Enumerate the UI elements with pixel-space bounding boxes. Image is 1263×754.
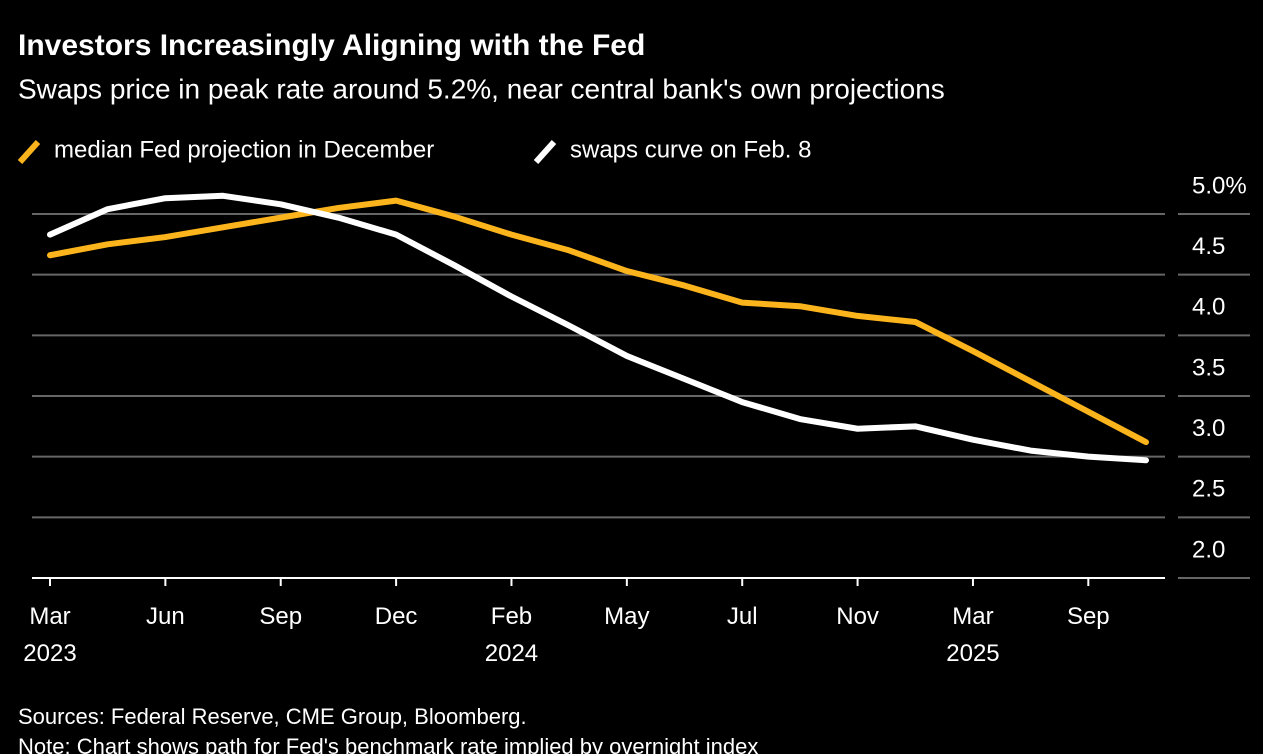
y-tick-label: 4.5 <box>1192 233 1225 260</box>
legend-swatch <box>533 139 557 165</box>
x-tick-label: Jul <box>727 603 758 630</box>
chart-subtitle: Swaps price in peak rate around 5.2%, ne… <box>18 73 945 104</box>
legend-swatch <box>17 139 41 165</box>
x-tick-label: May <box>604 603 649 630</box>
y-tick-label: 3.0 <box>1192 415 1225 442</box>
x-tick-label: Nov <box>836 603 879 630</box>
x-tick-label: Dec <box>375 603 418 630</box>
y-tick-label: 2.5 <box>1192 476 1225 503</box>
x-tick-label: Mar 2025 <box>946 603 999 667</box>
series-line <box>47 192 1149 464</box>
series-line <box>47 197 1149 446</box>
y-tick-label: 3.5 <box>1192 354 1225 381</box>
x-tick-label: Feb 2024 <box>485 603 538 667</box>
x-tick-label: Jun <box>146 603 185 630</box>
sources: Sources: Federal Reserve, CME Group, Blo… <box>18 704 527 729</box>
y-tick-label: 4.0 <box>1192 294 1225 321</box>
legend-label: swaps curve on Feb. 8 <box>570 136 811 163</box>
x-tick-label: Mar 2023 <box>23 603 76 667</box>
x-tick-label: Sep <box>1067 603 1110 630</box>
x-tick-label: Sep <box>259 603 302 630</box>
y-tick-label: 5.0% <box>1192 172 1247 199</box>
legend-label: median Fed projection in December <box>54 136 434 163</box>
chart-title: Investors Increasingly Aligning with the… <box>18 29 645 62</box>
y-tick-label: 2.0 <box>1192 536 1225 563</box>
note: Note: Chart shows path for Fed's benchma… <box>18 734 758 754</box>
